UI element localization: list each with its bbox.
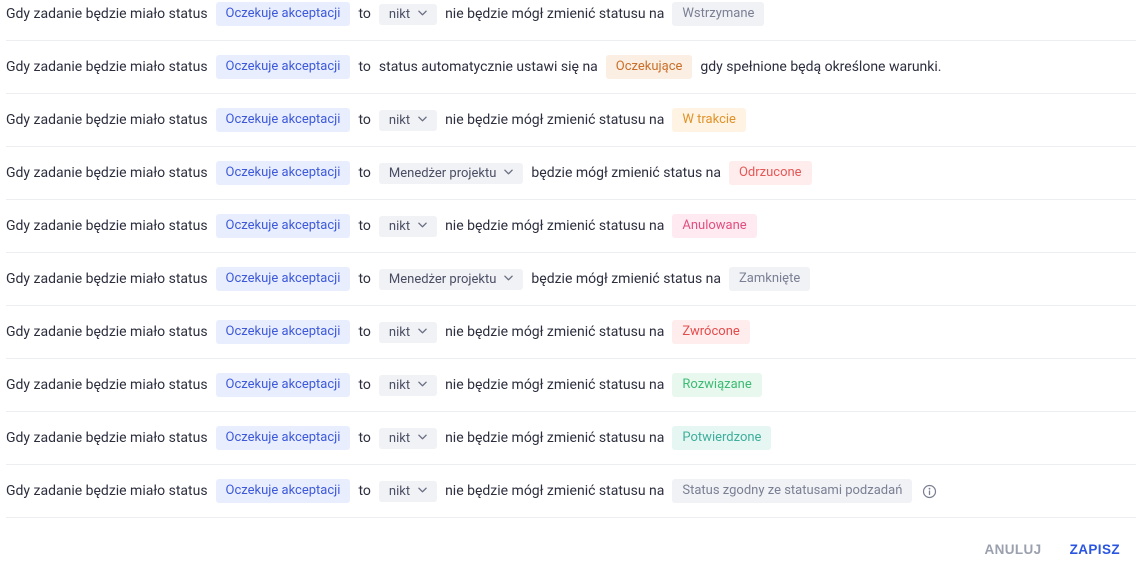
chevron-down-icon: [418, 434, 427, 443]
actor-dropdown-label: nikt: [389, 219, 410, 234]
chevron-down-icon: [418, 381, 427, 390]
status-target-chip: Oczekujące: [606, 55, 693, 79]
rule-row: Gdy zadanie będzie miało status Oczekuje …: [6, 359, 1136, 412]
actor-dropdown-label: nikt: [389, 378, 410, 393]
rule-to: to: [358, 377, 370, 393]
rule-auto-mid: status automatycznie ustawi się na: [379, 59, 598, 75]
status-target-chip: Rozwiązane: [672, 373, 761, 397]
chevron-down-icon: [418, 222, 427, 231]
actor-dropdown-label: nikt: [389, 113, 410, 128]
rule-to: to: [358, 112, 370, 128]
rule-mid: będzie mógł zmienić status na: [531, 165, 721, 181]
status-from-chip: Oczekuje akceptacji: [216, 161, 351, 185]
rule-prefix: Gdy zadanie będzie miało status: [6, 218, 208, 234]
actor-dropdown-label: nikt: [389, 325, 410, 340]
rule-row: Gdy zadanie będzie miało status Oczekuje …: [6, 41, 1136, 94]
actor-dropdown-label: Menedżer projektu: [389, 166, 497, 181]
rule-to: to: [358, 271, 370, 287]
status-from-chip: Oczekuje akceptacji: [216, 320, 351, 344]
rule-prefix: Gdy zadanie będzie miało status: [6, 112, 208, 128]
rule-prefix: Gdy zadanie będzie miało status: [6, 483, 208, 499]
chevron-down-icon: [418, 116, 427, 125]
actor-dropdown[interactable]: nikt: [379, 322, 437, 343]
rule-mid: będzie mógł zmienić status na: [531, 271, 721, 287]
rule-prefix: Gdy zadanie będzie miało status: [6, 165, 208, 181]
actor-dropdown[interactable]: nikt: [379, 375, 437, 396]
actor-dropdown-label: nikt: [389, 431, 410, 446]
save-button[interactable]: ZAPISZ: [1070, 542, 1120, 557]
footer-actions: ANULUJ ZAPISZ: [6, 518, 1136, 561]
rule-to: to: [358, 324, 370, 340]
chevron-down-icon: [418, 328, 427, 337]
rule-row: Gdy zadanie będzie miało status Oczekuje …: [6, 0, 1136, 41]
actor-dropdown-label: Menedżer projektu: [389, 272, 497, 287]
rule-prefix: Gdy zadanie będzie miało status: [6, 59, 208, 75]
rule-prefix: Gdy zadanie będzie miało status: [6, 430, 208, 446]
info-icon[interactable]: [920, 482, 938, 500]
rule-mid: nie będzie mógł zmienić statusu na: [445, 377, 664, 393]
status-target-chip: W trakcie: [672, 108, 746, 132]
rule-mid: nie będzie mógł zmienić statusu na: [445, 6, 664, 22]
actor-dropdown-label: nikt: [389, 7, 410, 22]
actor-dropdown[interactable]: nikt: [379, 110, 437, 131]
rule-row: Gdy zadanie będzie miało status Oczekuje …: [6, 147, 1136, 200]
chevron-down-icon: [504, 169, 513, 178]
status-from-chip: Oczekuje akceptacji: [216, 373, 351, 397]
status-from-chip: Oczekuje akceptacji: [216, 479, 351, 503]
status-target-chip: Status zgodny ze statusami podzadań: [672, 479, 912, 503]
chevron-down-icon: [504, 275, 513, 284]
status-from-chip: Oczekuje akceptacji: [216, 214, 351, 238]
actor-dropdown[interactable]: nikt: [379, 428, 437, 449]
rule-mid: nie będzie mógł zmienić statusu na: [445, 112, 664, 128]
status-from-chip: Oczekuje akceptacji: [216, 55, 351, 79]
rule-row: Gdy zadanie będzie miało status Oczekuje …: [6, 253, 1136, 306]
status-from-chip: Oczekuje akceptacji: [216, 2, 351, 26]
rule-to: to: [358, 59, 370, 75]
cancel-button[interactable]: ANULUJ: [984, 542, 1041, 557]
rule-row: Gdy zadanie będzie miało status Oczekuje …: [6, 306, 1136, 359]
rule-prefix: Gdy zadanie będzie miało status: [6, 377, 208, 393]
actor-dropdown[interactable]: Menedżer projektu: [379, 163, 524, 184]
status-from-chip: Oczekuje akceptacji: [216, 108, 351, 132]
rule-mid: nie będzie mógł zmienić statusu na: [445, 218, 664, 234]
status-from-chip: Oczekuje akceptacji: [216, 267, 351, 291]
actor-dropdown[interactable]: nikt: [379, 4, 437, 25]
rule-mid: nie będzie mógł zmienić statusu na: [445, 483, 664, 499]
status-target-chip: Anulowane: [672, 214, 756, 238]
rule-prefix: Gdy zadanie będzie miało status: [6, 324, 208, 340]
rule-to: to: [358, 430, 370, 446]
rule-to: to: [358, 218, 370, 234]
actor-dropdown[interactable]: nikt: [379, 481, 437, 502]
rule-to: to: [358, 165, 370, 181]
rule-to: to: [358, 483, 370, 499]
rule-mid: nie będzie mógł zmienić statusu na: [445, 430, 664, 446]
rule-row: Gdy zadanie będzie miało status Oczekuje …: [6, 94, 1136, 147]
rule-mid: nie będzie mógł zmienić statusu na: [445, 324, 664, 340]
rule-row: Gdy zadanie będzie miało status Oczekuje …: [6, 412, 1136, 465]
rule-row: Gdy zadanie będzie miało status Oczekuje …: [6, 465, 1136, 518]
status-target-chip: Zwrócone: [672, 320, 749, 344]
rule-auto-suffix: gdy spełnione będą określone warunki.: [700, 59, 941, 75]
rule-to: to: [358, 6, 370, 22]
rule-prefix: Gdy zadanie będzie miało status: [6, 271, 208, 287]
chevron-down-icon: [418, 487, 427, 496]
chevron-down-icon: [418, 10, 427, 19]
actor-dropdown[interactable]: Menedżer projektu: [379, 269, 524, 290]
rule-prefix: Gdy zadanie będzie miało status: [6, 6, 208, 22]
status-from-chip: Oczekuje akceptacji: [216, 426, 351, 450]
actor-dropdown[interactable]: nikt: [379, 216, 437, 237]
rule-row: Gdy zadanie będzie miało status Oczekuje …: [6, 200, 1136, 253]
actor-dropdown-label: nikt: [389, 484, 410, 499]
status-target-chip: Potwierdzone: [672, 426, 771, 450]
status-target-chip: Wstrzymane: [672, 2, 764, 26]
status-target-chip: Odrzucone: [729, 161, 812, 185]
status-target-chip: Zamknięte: [729, 267, 810, 291]
